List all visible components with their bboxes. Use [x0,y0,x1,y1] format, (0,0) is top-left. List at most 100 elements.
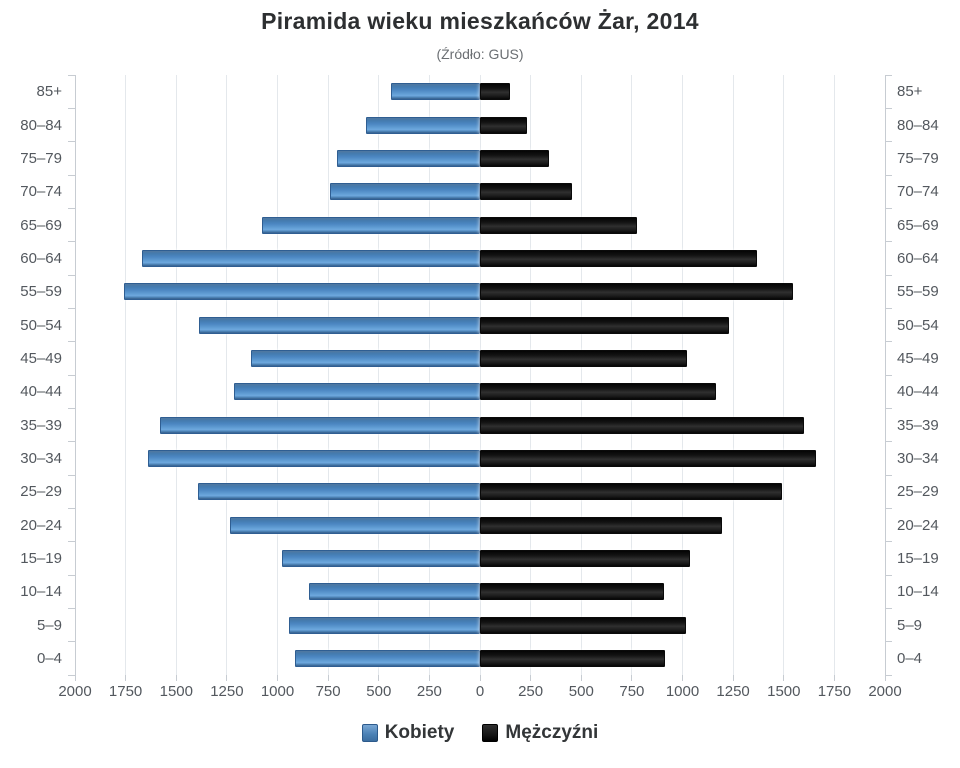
y-axis-tick-left [68,107,75,109]
bar-kobiety-85+ [390,83,480,101]
y-axis-tick-left [68,474,75,476]
y-axis-tick-right [885,441,892,443]
y-axis-label-left: 40–44 [20,383,62,401]
y-axis-label-right: 10–14 [897,583,939,601]
y-axis-tick-right [885,307,892,309]
gridline [732,75,734,675]
y-axis-label-right: 25–29 [897,483,939,501]
x-axis-tick-label: 2000 [58,683,92,700]
legend: Kobiety Mężczyźni [0,722,960,744]
bar-kobiety-25–29 [197,483,480,501]
legend-swatch-kobiety-icon [361,724,378,742]
y-axis-label-left: 25–29 [20,483,62,501]
y-axis-label-left: 5–9 [36,616,62,634]
y-axis-label-left: 0–4 [36,649,62,667]
y-axis-label-right: 0–4 [897,649,923,667]
bar-mezczyzni-0–4 [480,649,666,667]
y-axis-label-left: 80–84 [20,116,62,134]
bar-mezczyzni-80–84 [480,116,527,134]
y-axis-label-left: 30–34 [20,449,62,467]
y-axis-tick-left [68,374,75,376]
y-axis-tick-right [885,107,892,109]
y-axis-tick-right [885,341,892,343]
gridline [833,75,835,675]
x-axis-tick-label: 750 [315,683,341,700]
bar-mezczyzni-55–59 [480,283,793,301]
y-axis-label-left: 15–19 [20,549,62,567]
bar-kobiety-70–74 [330,183,480,201]
y-axis-label-right: 15–19 [897,549,939,567]
bar-mezczyzni-75–79 [480,149,549,167]
gridline [682,75,683,675]
y-axis-tick-right [885,507,892,509]
legend-item-kobiety: Kobiety [361,722,454,744]
y-axis-label-right: 5–9 [897,616,923,634]
bar-mezczyzni-15–19 [480,549,690,567]
y-axis-label-left: 45–49 [20,349,62,367]
x-axis-tick-label: 1750 [817,683,852,700]
gridline [277,75,278,675]
y-axis-label-right: 85+ [897,83,923,101]
x-axis-tick-label: 2000 [868,683,902,700]
x-axis-tick-label: 1500 [767,683,801,700]
bar-kobiety-15–19 [281,549,480,567]
bar-mezczyzni-35–39 [480,416,804,434]
bar-mezczyzni-50–54 [480,316,730,334]
x-axis-tick [833,675,835,681]
bar-kobiety-75–79 [337,149,480,167]
y-axis-tick-left [68,274,75,276]
y-axis-tick-right [885,174,892,176]
bar-kobiety-10–14 [308,583,480,601]
y-axis-tick-left [68,674,75,676]
y-axis-tick-right [885,474,892,476]
y-axis-label-left: 75–79 [20,149,62,167]
gridline [479,75,481,675]
y-axis-label-right: 35–39 [897,416,939,434]
bar-mezczyzni-10–14 [480,583,665,601]
gridline [125,75,127,675]
y-axis-label-right: 75–79 [897,149,939,167]
bar-mezczyzni-65–69 [480,216,637,234]
y-axis-label-right: 45–49 [897,349,939,367]
y-axis-tick-right [885,74,892,76]
x-axis-tick [732,675,734,681]
x-axis-tick-label: 1250 [716,683,750,700]
gridline [378,75,380,675]
bar-kobiety-60–64 [141,249,480,267]
y-axis-label-left: 85+ [36,83,62,101]
x-axis-tick [631,675,633,681]
x-axis-tick-label: 250 [416,683,442,700]
y-axis-tick-left [68,307,75,309]
bar-kobiety-55–59 [123,283,480,301]
gridline [580,75,582,675]
gridline [783,75,785,675]
y-axis-tick-left [68,407,75,409]
x-axis-tick [783,675,785,681]
y-axis-label-left: 10–14 [20,583,62,601]
bar-kobiety-30–34 [147,449,480,467]
x-axis-tick-label: 250 [518,683,544,700]
x-axis-tick [479,675,481,681]
x-axis-tick [530,675,532,681]
y-axis-tick-right [885,674,892,676]
y-axis-label-left: 50–54 [20,316,62,334]
x-axis-tick [175,675,177,681]
y-axis-tick-right [885,574,892,576]
y-axis-tick-left [68,74,75,76]
y-axis-label-left: 35–39 [20,416,62,434]
gridline [530,75,532,675]
y-axis-tick-left [68,574,75,576]
x-axis-tick-label: 1250 [210,683,244,700]
y-axis-label-right: 80–84 [897,116,939,134]
bar-mezczyzni-25–29 [480,483,782,501]
y-axis-tick-right [885,241,892,243]
y-axis-tick-right [885,141,892,143]
legend-item-mezczyzni: Mężczyźni [482,722,598,744]
y-axis-tick-left [68,241,75,243]
bar-kobiety-80–84 [365,116,480,134]
x-axis-tick-label: 1500 [159,683,193,700]
x-axis-tick [327,675,329,681]
x-axis-tick-label: 500 [366,683,392,700]
x-axis-tick [428,675,430,681]
